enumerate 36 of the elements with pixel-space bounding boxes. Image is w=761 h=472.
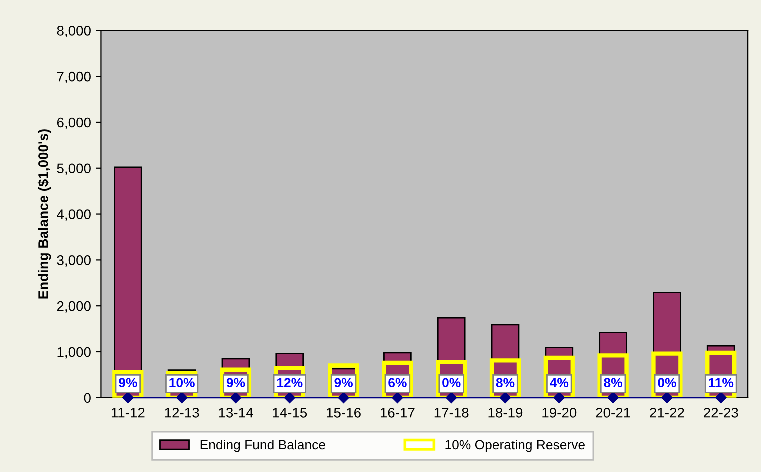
y-axis-title: Ending Balance ($1,000's) bbox=[38, 130, 52, 299]
annotation: 11% bbox=[709, 378, 734, 388]
y-tick-label: 7,000 bbox=[57, 72, 91, 84]
annotation: 0% bbox=[442, 378, 461, 388]
x-tick-label: 15-16 bbox=[327, 408, 361, 418]
annotation: 12% bbox=[278, 378, 303, 388]
y-tick-label: 1,000 bbox=[58, 347, 91, 359]
x-tick-label: 13-14 bbox=[219, 408, 254, 418]
x-tick-label: 12-13 bbox=[165, 408, 200, 418]
annotation: 8% bbox=[496, 378, 515, 388]
x-tick-label: 16-17 bbox=[380, 408, 415, 418]
x-tick-label: 14-15 bbox=[273, 408, 308, 418]
x-tick-label: 18-19 bbox=[488, 408, 523, 418]
y-tick-label: 5,000 bbox=[57, 164, 91, 176]
annotation: 9% bbox=[119, 378, 138, 388]
annotation: 8% bbox=[604, 378, 622, 388]
y-tick-label: 4,000 bbox=[57, 210, 91, 222]
x-tick-label: 19-20 bbox=[542, 408, 577, 418]
annotation: 9% bbox=[226, 378, 246, 388]
x-tick-label: 11-12 bbox=[112, 408, 145, 418]
y-tick-label: 2,000 bbox=[57, 301, 91, 313]
legend-label: 10% Operating Reserve bbox=[446, 440, 585, 452]
legend-label: Ending Fund Balance bbox=[200, 440, 326, 452]
y-tick-label: 3,000 bbox=[57, 256, 91, 267]
annotation: 0% bbox=[658, 378, 676, 388]
annotation: 9% bbox=[334, 378, 353, 388]
x-tick-label: 21-22 bbox=[650, 408, 684, 418]
x-tick-label: 17-18 bbox=[434, 408, 469, 418]
y-tick-label: 6,000 bbox=[57, 118, 91, 130]
annotation: 10% bbox=[170, 378, 195, 388]
x-tick-label: 22-23 bbox=[704, 408, 738, 418]
annotation: 6% bbox=[388, 378, 407, 388]
y-tick-label: 0 bbox=[84, 393, 91, 404]
x-tick-label: 20-21 bbox=[596, 408, 630, 418]
y-tick-label: 8,000 bbox=[57, 26, 91, 38]
annotation: 4% bbox=[550, 378, 569, 388]
